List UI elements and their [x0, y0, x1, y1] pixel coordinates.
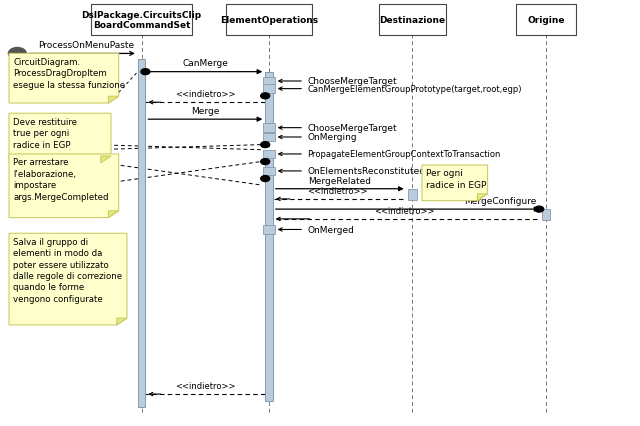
Text: ChooseMergeTarget: ChooseMergeTarget — [307, 124, 397, 133]
Text: <<indietro>>: <<indietro>> — [374, 207, 435, 216]
Polygon shape — [422, 166, 488, 201]
FancyBboxPatch shape — [91, 5, 192, 36]
FancyBboxPatch shape — [138, 60, 145, 407]
Text: <<indietro>>: <<indietro>> — [308, 187, 368, 196]
Circle shape — [141, 69, 150, 75]
FancyBboxPatch shape — [408, 189, 417, 200]
Text: Per ogni
radice in EGP: Per ogni radice in EGP — [426, 169, 487, 190]
Polygon shape — [477, 194, 488, 201]
Polygon shape — [9, 155, 118, 218]
FancyBboxPatch shape — [263, 226, 275, 234]
FancyBboxPatch shape — [265, 72, 273, 137]
Text: <<indietro>>: <<indietro>> — [175, 381, 236, 390]
Text: MergeRelated: MergeRelated — [308, 176, 371, 185]
Polygon shape — [9, 234, 127, 325]
FancyBboxPatch shape — [263, 85, 275, 94]
Text: OnMerged: OnMerged — [307, 225, 354, 234]
Polygon shape — [116, 318, 127, 325]
Text: OnMerging: OnMerging — [307, 133, 357, 142]
Polygon shape — [108, 97, 118, 104]
Text: Per arrestare
l'elaborazione,
impostare
args.MergeCompleted: Per arrestare l'elaborazione, impostare … — [13, 158, 109, 201]
FancyBboxPatch shape — [263, 167, 275, 176]
Text: Salva il gruppo di
elementi in modo da
poter essere utilizzato
dalle regole di c: Salva il gruppo di elementi in modo da p… — [13, 237, 123, 303]
Polygon shape — [9, 114, 111, 164]
Circle shape — [535, 207, 543, 213]
Text: Destinazione: Destinazione — [380, 16, 445, 25]
Circle shape — [8, 49, 26, 60]
FancyBboxPatch shape — [227, 5, 312, 36]
Text: DslPackage.CircuitsClip
BoardCommandSet: DslPackage.CircuitsClip BoardCommandSet — [81, 11, 202, 30]
Text: ChooseMergeTarget: ChooseMergeTarget — [307, 77, 397, 86]
Text: CanMergeElementGroupPrototype(target,root,egp): CanMergeElementGroupPrototype(target,roo… — [307, 85, 522, 94]
Text: Origine: Origine — [527, 16, 565, 25]
Text: MergeConfigure: MergeConfigure — [464, 196, 537, 205]
Circle shape — [260, 142, 269, 148]
Text: ElementOperations: ElementOperations — [220, 16, 318, 25]
Text: PropagateElementGroupContextToTransaction: PropagateElementGroupContextToTransactio… — [307, 150, 500, 159]
Text: ProcessOnMenuPaste: ProcessOnMenuPaste — [38, 40, 134, 50]
Text: Merge: Merge — [191, 106, 220, 115]
Text: CanMerge: CanMerge — [182, 59, 228, 68]
Text: CircuitDiagram.
ProcessDragDropItem
esegue la stessa funzione: CircuitDiagram. ProcessDragDropItem eseg… — [13, 58, 125, 89]
FancyBboxPatch shape — [516, 5, 576, 36]
FancyBboxPatch shape — [263, 133, 275, 142]
FancyBboxPatch shape — [542, 210, 550, 221]
Text: Deve restituire
true per ogni
radice in EGP: Deve restituire true per ogni radice in … — [13, 117, 77, 149]
Text: OnElementsReconstituted: OnElementsReconstituted — [307, 167, 425, 176]
Circle shape — [260, 176, 269, 182]
Circle shape — [260, 159, 269, 165]
FancyBboxPatch shape — [380, 5, 445, 36]
FancyBboxPatch shape — [263, 150, 275, 159]
Circle shape — [260, 94, 269, 100]
Polygon shape — [9, 54, 118, 104]
Polygon shape — [100, 157, 111, 164]
Polygon shape — [108, 211, 118, 218]
FancyBboxPatch shape — [263, 124, 275, 132]
FancyBboxPatch shape — [263, 78, 275, 86]
Text: <<indietro>>: <<indietro>> — [175, 90, 236, 99]
FancyBboxPatch shape — [265, 156, 273, 401]
